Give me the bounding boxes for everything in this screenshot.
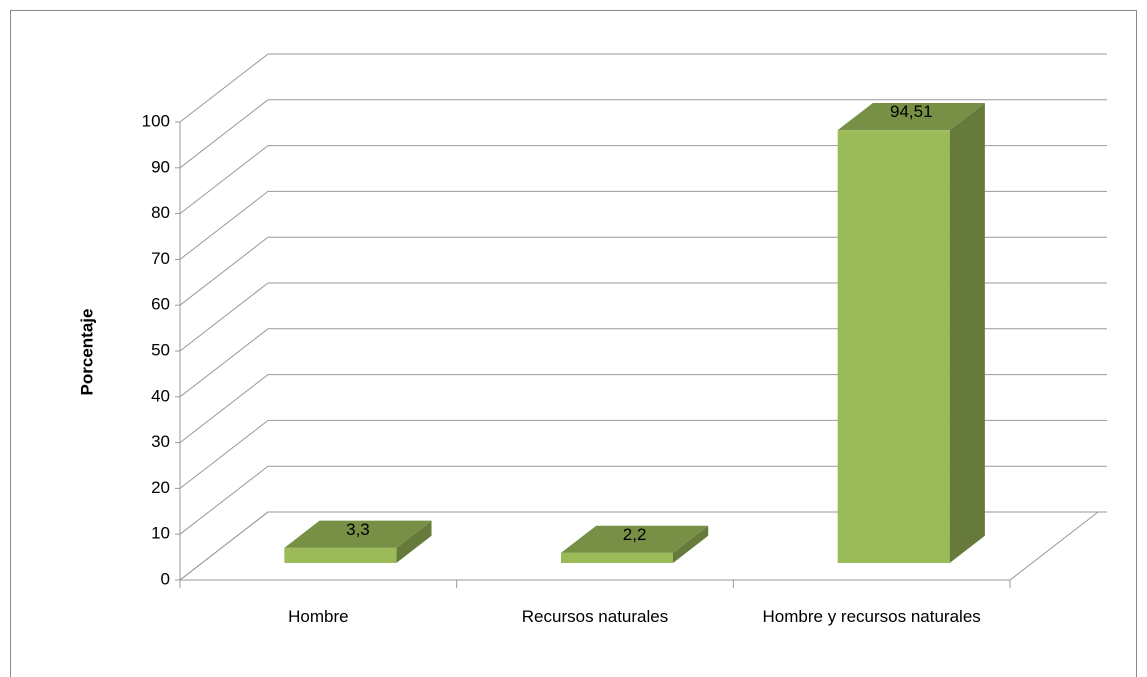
bar-top: [284, 520, 432, 548]
bar-front: [561, 552, 673, 563]
grid-line: [179, 145, 1107, 214]
bar-side: [396, 520, 432, 563]
data-label: 3,3: [346, 520, 370, 539]
grid-line: [179, 419, 1107, 489]
grid-line: [179, 374, 1107, 443]
y-tick-label: 50: [151, 340, 170, 359]
bar-top: [561, 525, 709, 553]
y-tick-label: 0: [161, 569, 170, 588]
data-label: 2,2: [623, 525, 647, 544]
x-tick-label: Recursos naturales: [521, 607, 669, 626]
bar-front: [284, 547, 397, 563]
grid-line: [179, 511, 1107, 581]
bar-front: [837, 130, 950, 563]
y-tick-label: 10: [151, 524, 170, 543]
data-label: 94,51: [890, 102, 933, 121]
y-tick-label: 40: [151, 386, 170, 405]
y-tick-label: 30: [151, 432, 170, 451]
y-tick-label: 100: [142, 111, 170, 130]
chart-border: [10, 10, 1137, 677]
grid-line: [179, 53, 1107, 123]
bar: [284, 520, 432, 563]
bar-side: [949, 102, 985, 563]
bar: [561, 525, 709, 563]
x-tick-label: Hombre: [288, 607, 349, 626]
grid-line: [179, 465, 1107, 535]
grid-line: [179, 282, 1107, 352]
y-tick-label: 60: [151, 295, 170, 314]
bar-side: [673, 525, 709, 563]
y-axis-label: Porcentaje: [77, 309, 96, 396]
bar-top: [837, 102, 985, 131]
y-tick-label: 90: [151, 157, 170, 176]
x-tick-label: Hombre y recursos naturales: [762, 607, 981, 626]
grid-line: [179, 190, 1107, 260]
y-tick-label: 80: [151, 203, 170, 222]
grid-line: [179, 328, 1107, 398]
y-tick-label: 20: [151, 478, 170, 497]
grid-line: [179, 99, 1107, 169]
bar: [837, 102, 985, 563]
grid-line: [179, 236, 1107, 306]
y-tick-label: 70: [151, 249, 170, 268]
